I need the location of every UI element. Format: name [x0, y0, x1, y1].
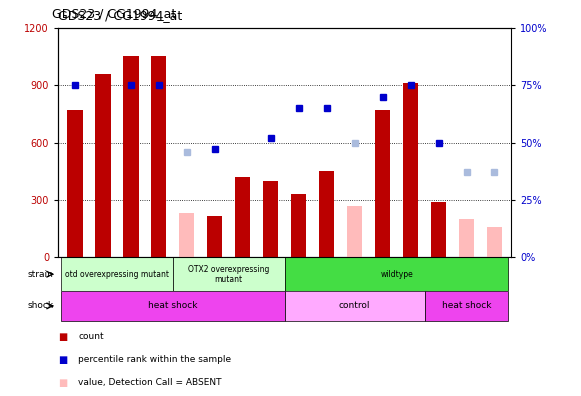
Text: heat shock: heat shock — [148, 301, 198, 310]
Bar — [207, 216, 223, 257]
Bar — [291, 194, 306, 257]
Text: value, Detection Call = ABSENT: value, Detection Call = ABSENT — [78, 378, 222, 387]
Bar — [431, 202, 446, 257]
Text: shock: shock — [28, 301, 54, 310]
Bar — [151, 56, 167, 257]
Text: control: control — [339, 301, 370, 310]
Bar — [179, 213, 195, 257]
Bar — [375, 110, 390, 257]
Text: ■: ■ — [58, 331, 67, 342]
Text: wildtype: wildtype — [380, 270, 413, 279]
Bar — [285, 257, 508, 291]
Bar — [67, 110, 83, 257]
Bar — [61, 257, 173, 291]
Text: GDS23 / CG1994_at: GDS23 / CG1994_at — [58, 10, 182, 23]
Bar — [285, 291, 425, 321]
Bar — [425, 291, 508, 321]
Bar — [95, 74, 110, 257]
Text: otd overexpressing mutant: otd overexpressing mutant — [65, 270, 169, 279]
Text: heat shock: heat shock — [442, 301, 492, 310]
Text: count: count — [78, 332, 104, 341]
Text: ■: ■ — [58, 377, 67, 388]
Bar — [459, 219, 474, 257]
Bar — [487, 227, 502, 257]
Bar — [403, 83, 418, 257]
Bar — [235, 177, 250, 257]
Text: GDS23 / CG1994_at: GDS23 / CG1994_at — [52, 7, 177, 20]
Text: percentile rank within the sample: percentile rank within the sample — [78, 355, 232, 364]
Text: ■: ■ — [58, 354, 67, 365]
Bar — [173, 257, 285, 291]
Text: strain: strain — [28, 270, 54, 279]
Bar — [347, 206, 363, 257]
Bar — [319, 171, 334, 257]
Bar — [263, 181, 278, 257]
Bar — [123, 56, 138, 257]
Text: OTX2 overexpressing
mutant: OTX2 overexpressing mutant — [188, 265, 270, 284]
Bar — [61, 291, 285, 321]
